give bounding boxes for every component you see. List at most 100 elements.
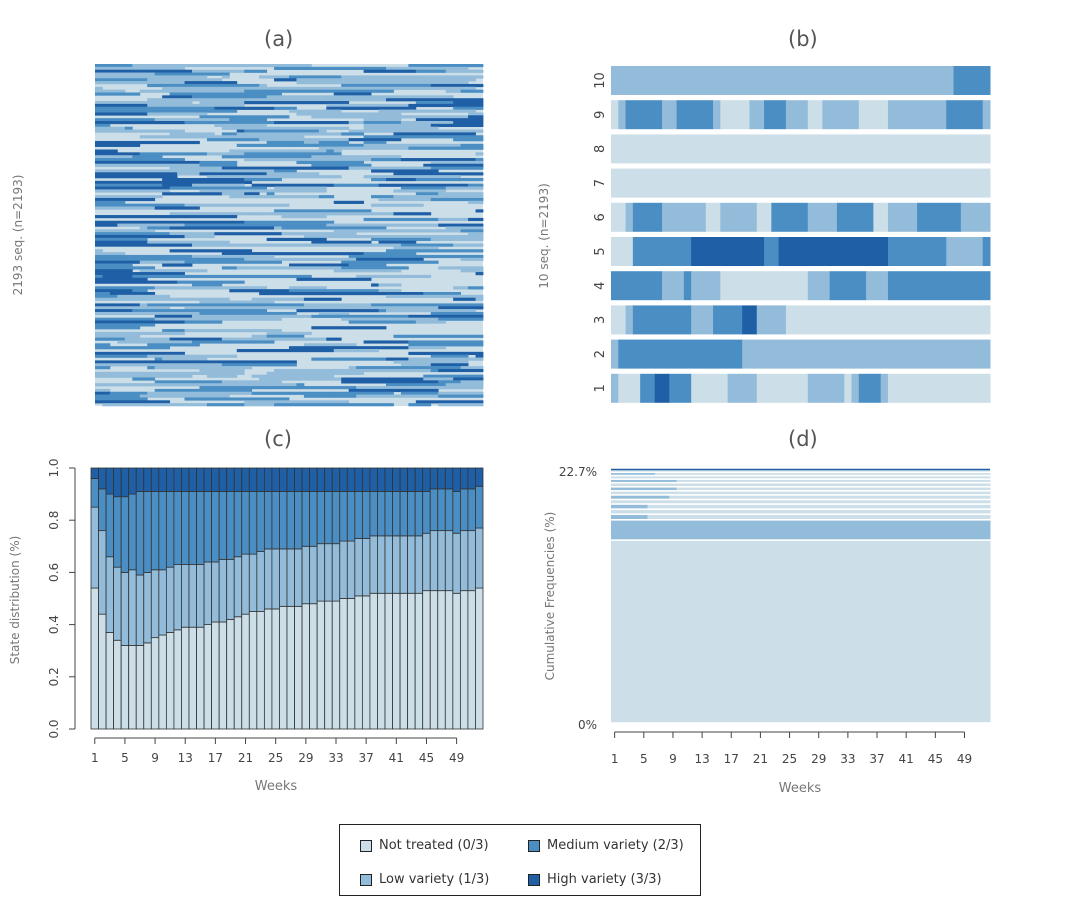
panel-a-cell [95, 121, 185, 125]
panel-a-cell [348, 349, 379, 353]
panel-a-cell [393, 195, 476, 199]
panel-c-bar [377, 491, 386, 537]
panel-c-bar [437, 488, 446, 532]
panel-a-cell [244, 69, 268, 73]
panel-b-row-label: 6 [593, 213, 608, 221]
panel-d-segment [647, 504, 991, 509]
panel-a-cell [348, 320, 417, 324]
panel-b-ylabel: 10 seq. (n=2193) [537, 183, 551, 289]
panel-c-bar [354, 491, 363, 539]
panel-a-cell [102, 274, 133, 279]
panel-a-cell [311, 163, 365, 167]
panel-d-xtick-label: 21 [753, 752, 768, 766]
panel-c-bar [158, 491, 167, 571]
panel-c-bar [377, 535, 386, 594]
panel-c-bar [286, 548, 295, 607]
panel-b-segment [611, 66, 955, 95]
panel-c-bar [98, 488, 107, 532]
panel-a-cell [95, 360, 156, 364]
panel-a-cell [296, 112, 365, 116]
panel-c-bar [105, 556, 115, 633]
panel-a-cell [117, 109, 208, 113]
panel-a-cell [333, 391, 394, 395]
panel-a-cell [139, 226, 148, 230]
panel-a-cell [356, 394, 402, 398]
panel-d-segment [611, 473, 656, 475]
legend-swatch [528, 839, 540, 852]
panel-c-bar [211, 491, 220, 563]
panel-a-cell [468, 200, 484, 204]
legend-swatch [360, 873, 372, 886]
panel-c-bar [150, 569, 160, 639]
panel-c-bar [181, 491, 190, 565]
panel-a-cell [408, 235, 484, 239]
panel-d-xtick-label: 9 [669, 752, 677, 766]
panel-a-cell [95, 158, 185, 162]
panel-a-cell [147, 98, 193, 102]
panel-c-bar [218, 467, 228, 492]
panel-a-cell [468, 183, 484, 187]
panel-b-segment [887, 237, 947, 266]
panel-c-bar [346, 598, 356, 730]
panel-c-bar [286, 467, 295, 492]
panel-a-cell [177, 303, 185, 307]
panel-a-cell [296, 277, 372, 281]
panel-a-cell [475, 160, 484, 165]
panel-d-xtick-label: 17 [724, 752, 739, 766]
panel-a-cell [371, 303, 469, 307]
panel-a-cell [475, 272, 484, 276]
panel-a-cell [192, 243, 208, 247]
panel-a-cell [438, 217, 469, 222]
panel-a-cell [348, 326, 387, 330]
panel-a-cell [371, 195, 394, 199]
panel-a-cell [378, 289, 402, 293]
panel-a-cell [430, 197, 484, 202]
panel-a-cell [475, 286, 484, 290]
panel-a-cell [460, 269, 484, 273]
panel-c-bar [196, 491, 205, 565]
panel-a-cell [408, 146, 462, 150]
panel-a-cell [244, 152, 342, 156]
panel-a-cell [199, 363, 223, 367]
panel-a-cell [460, 143, 484, 147]
panel-b-segment [764, 100, 787, 130]
panel-a-cell [154, 72, 230, 76]
panel-c-bar [339, 491, 348, 542]
panel-d-ylabel: Cumulative Frequencies (%) [543, 512, 557, 681]
panel-a-cell [453, 377, 484, 381]
panel-a-cell [475, 232, 484, 236]
panel-b-segment [640, 373, 656, 403]
panel-a-cell [184, 203, 290, 207]
panel-a-cell [393, 246, 439, 250]
panel-c-bar [377, 592, 386, 730]
panel-a-cell [199, 101, 245, 105]
panel-a-cell [318, 140, 350, 145]
panel-c-ytick-label: 1.0 [47, 458, 61, 477]
panel-a-cell [221, 192, 238, 196]
panel-a-cell [95, 252, 126, 256]
panel-a-cell [95, 280, 178, 284]
panel-a-cell [400, 294, 447, 298]
legend: Not treated (0/3) Medium variety (2/3) L… [339, 824, 701, 896]
panel-a-cell [177, 280, 223, 284]
panel-c-xtick-label: 25 [268, 751, 283, 765]
panel-b-segment [705, 202, 721, 232]
panel-a-cell [229, 189, 305, 193]
panel-a-cell [348, 166, 432, 170]
panel-d-xtick-label: 25 [782, 752, 797, 766]
panel-c-bar [90, 587, 99, 730]
panel-a-cell [139, 260, 163, 264]
panel-a-cell [371, 178, 387, 182]
panel-a-cell [393, 132, 476, 136]
panel-a-cell [95, 237, 148, 241]
panel-a-cell [95, 206, 156, 210]
panel-a-cell [408, 357, 484, 361]
panel-a-cell [341, 377, 424, 381]
panel-a-cell [244, 400, 350, 404]
panel-b-segment [887, 373, 991, 403]
panel-a-cell [95, 292, 111, 296]
panel-a-cell [445, 383, 484, 387]
panel-b-segment [836, 202, 874, 232]
panel-c-bar [271, 467, 280, 492]
panel-a-cell [95, 289, 133, 293]
